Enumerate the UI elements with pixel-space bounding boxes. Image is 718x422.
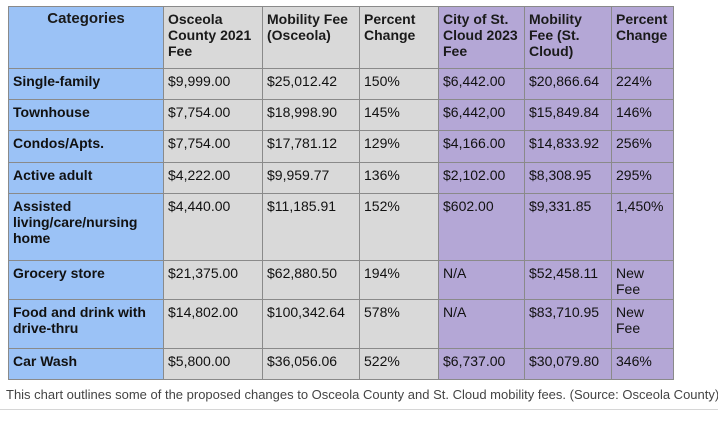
table-cell: $9,999.00 xyxy=(163,68,263,100)
table-cell: 346% xyxy=(611,348,674,380)
header-cell: Mobility Fee (St. Cloud) xyxy=(524,6,612,69)
table-cell: 1,450% xyxy=(611,193,674,261)
table-cell: New Fee xyxy=(611,299,674,349)
table-cell: 129% xyxy=(359,130,439,163)
category-cell: Single-family xyxy=(8,68,164,100)
table-row: Condos/Apts. $7,754.00 $17,781.12 129% $… xyxy=(8,130,674,163)
table-cell: $2,102.00 xyxy=(438,162,525,194)
table-cell: 295% xyxy=(611,162,674,194)
table-cell: $17,781.12 xyxy=(262,130,360,163)
header-cell: Osceola County 2021 Fee xyxy=(163,6,263,69)
table-cell: 578% xyxy=(359,299,439,349)
table-cell: 150% xyxy=(359,68,439,100)
table-cell: N/A xyxy=(438,299,525,349)
table-cell: $7,754.00 xyxy=(163,99,263,131)
table-cell: $9,331.85 xyxy=(524,193,612,261)
header-cell: Categories xyxy=(8,6,164,69)
table-cell: $62,880.50 xyxy=(262,260,360,300)
header-cell: City of St. Cloud 2023 Fee xyxy=(438,6,525,69)
table-cell: $100,342.64 xyxy=(262,299,360,349)
table-cell: 194% xyxy=(359,260,439,300)
header-cell: Mobility Fee (Osceola) xyxy=(262,6,360,69)
table-cell: $7,754.00 xyxy=(163,130,263,163)
table-cell: 145% xyxy=(359,99,439,131)
table-row: Grocery store $21,375.00 $62,880.50 194%… xyxy=(8,260,674,300)
table-cell: $6,442,00 xyxy=(438,99,525,131)
table-row: Food and drink with drive-thru $14,802.0… xyxy=(8,299,674,349)
header-cell: Percent Change xyxy=(611,6,674,69)
table-cell: $602.00 xyxy=(438,193,525,261)
table-cell: 224% xyxy=(611,68,674,100)
category-cell: Assisted living/care/nursing home xyxy=(8,193,164,261)
table-cell: $8,308.95 xyxy=(524,162,612,194)
table-row: Single-family $9,999.00 $25,012.42 150% … xyxy=(8,68,674,100)
table-cell: $36,056.06 xyxy=(262,348,360,380)
table-cell: $52,458.11 xyxy=(524,260,612,300)
category-cell: Condos/Apts. xyxy=(8,130,164,163)
table-cell: $83,710.95 xyxy=(524,299,612,349)
image-caption: This chart outlines some of the proposed… xyxy=(6,387,718,402)
table-cell: $14,802.00 xyxy=(163,299,263,349)
category-cell: Active adult xyxy=(8,162,164,194)
table-cell: $4,166.00 xyxy=(438,130,525,163)
table-cell: 522% xyxy=(359,348,439,380)
table-cell: $25,012.42 xyxy=(262,68,360,100)
table-cell: $6,442.00 xyxy=(438,68,525,100)
table-cell: $20,866.64 xyxy=(524,68,612,100)
category-cell: Grocery store xyxy=(8,260,164,300)
table-cell: 256% xyxy=(611,130,674,163)
table-cell: $11,185.91 xyxy=(262,193,360,261)
table-row: Car Wash $5,800.00 $36,056.06 522% $6,73… xyxy=(8,348,674,380)
category-cell: Food and drink with drive-thru xyxy=(8,299,164,349)
category-cell: Car Wash xyxy=(8,348,164,380)
table-cell: N/A xyxy=(438,260,525,300)
table-cell: 152% xyxy=(359,193,439,261)
table-cell: $30,079.80 xyxy=(524,348,612,380)
table-cell: 146% xyxy=(611,99,674,131)
table-cell: $6,737.00 xyxy=(438,348,525,380)
caption-divider xyxy=(0,409,718,410)
table-row: Assisted living/care/nursing home $4,440… xyxy=(8,193,674,261)
table-cell: $9,959.77 xyxy=(262,162,360,194)
header-cell: Percent Change xyxy=(359,6,439,69)
table-cell: $5,800.00 xyxy=(163,348,263,380)
table-cell: $14,833.92 xyxy=(524,130,612,163)
table-cell: $15,849.84 xyxy=(524,99,612,131)
table-cell: $18,998.90 xyxy=(262,99,360,131)
table-cell: $21,375.00 xyxy=(163,260,263,300)
table-cell: 136% xyxy=(359,162,439,194)
table-header-row: Categories Osceola County 2021 Fee Mobil… xyxy=(8,6,674,69)
table-cell: New Fee xyxy=(611,260,674,300)
category-cell: Townhouse xyxy=(8,99,164,131)
table-row: Active adult $4,222.00 $9,959.77 136% $2… xyxy=(8,162,674,194)
table-row: Townhouse $7,754.00 $18,998.90 145% $6,4… xyxy=(8,99,674,131)
table-cell: $4,222.00 xyxy=(163,162,263,194)
table-cell: $4,440.00 xyxy=(163,193,263,261)
mobility-fee-table: Categories Osceola County 2021 Fee Mobil… xyxy=(8,6,674,380)
